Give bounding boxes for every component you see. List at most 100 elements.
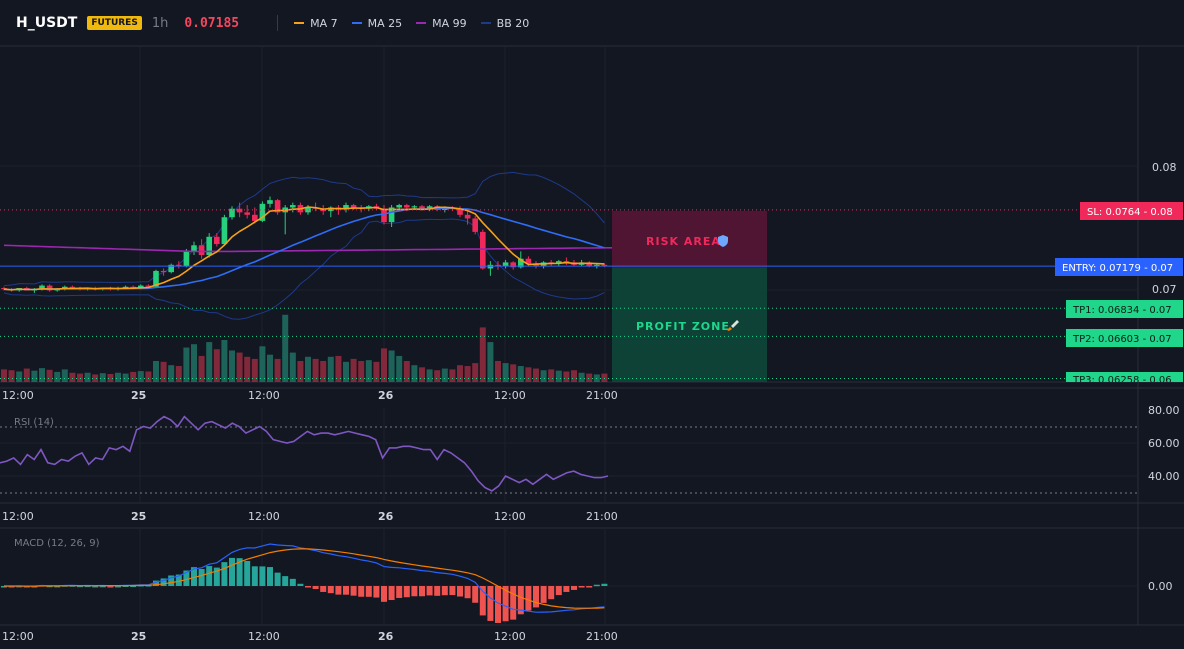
volume-bar: [548, 369, 555, 382]
macd-hist-bar: [198, 569, 205, 586]
time-label: 21:00: [586, 510, 618, 523]
legend-ma7[interactable]: MA 7: [294, 17, 338, 30]
candle-body: [518, 258, 524, 268]
volume-bar: [457, 365, 463, 382]
timeframe-label[interactable]: 1h: [151, 15, 169, 31]
candle-body: [419, 206, 425, 209]
shield-icon: [718, 235, 728, 247]
volume-bars: [1, 314, 608, 382]
macd-hist-bar: [510, 586, 517, 620]
macd-hist-bar: [54, 585, 61, 588]
volume-bar: [449, 369, 456, 382]
volume-bar: [175, 366, 182, 382]
macd-hist-bar: [206, 566, 213, 586]
macd-hist-bar: [259, 566, 266, 586]
time-axis-rsi: 12:00 25 12:00 26 12:00 21:00: [2, 510, 618, 523]
sl-tag[interactable]: SL: 0.0764 - 0.08: [1080, 202, 1183, 220]
macd-hist-bar: [335, 586, 342, 595]
macd-hist-bar: [517, 586, 524, 615]
volume-bar: [107, 374, 114, 382]
macd-hist-bar: [175, 574, 182, 586]
legend-ma99[interactable]: MA 99: [416, 17, 467, 30]
volume-bar: [69, 372, 76, 382]
volume-bar: [495, 361, 501, 382]
legend-ma25[interactable]: MA 25: [351, 17, 402, 30]
candle-body: [495, 264, 501, 267]
volume-bar: [267, 354, 273, 382]
time-label: 12:00: [248, 389, 280, 402]
volume-bar: [327, 356, 334, 382]
volume-bar: [555, 370, 562, 382]
candle-body: [69, 286, 76, 288]
chart-header: H_USDT FUTURES 1h 0.07185 MA 7 MA 25 MA …: [0, 0, 1184, 46]
rsi-title: RSI (14): [14, 417, 54, 428]
tp2-tag[interactable]: TP2: 0.06603 - 0.07: [1066, 329, 1183, 347]
candle-body: [426, 206, 433, 209]
macd-hist-bar: [479, 586, 486, 616]
macd-hist-bar: [358, 586, 365, 597]
sl-tag-text: SL: 0.0764 - 0.08: [1087, 207, 1173, 218]
candle-body: [176, 264, 182, 267]
trade-levels: [0, 209, 1138, 380]
rsi-axis-label: 60.00: [1148, 437, 1180, 450]
tp3-tag[interactable]: TP3: 0.06258 - 0.06: [1066, 372, 1183, 386]
macd-hist-bar: [244, 560, 251, 586]
volume-bar: [99, 373, 106, 382]
candle-body: [191, 245, 197, 252]
candle-body: [480, 231, 486, 269]
volume-bar: [213, 349, 220, 382]
volume-bar: [540, 370, 547, 382]
time-label: 25: [131, 630, 146, 643]
tp3-tag-text: TP3: 0.06258 - 0.06: [1072, 375, 1172, 386]
macd-hist-bar: [365, 586, 372, 597]
volume-bar: [145, 371, 152, 382]
volume-bar: [426, 369, 433, 382]
legend-bb20[interactable]: BB 20: [480, 17, 529, 30]
moving-averages: [3, 206, 612, 291]
macd-hist-bar: [130, 585, 137, 588]
volume-bar: [16, 371, 23, 382]
macd-hist-bar: [160, 578, 167, 586]
volume-bar: [31, 370, 38, 382]
macd-hist-bar: [472, 586, 479, 603]
tp1-tag[interactable]: TP1: 0.06834 - 0.07: [1066, 300, 1183, 318]
symbol-label[interactable]: H_USDT: [16, 15, 78, 31]
volume-bar: [168, 365, 175, 382]
volume-bar: [92, 374, 99, 382]
candle-body: [404, 205, 410, 208]
macd-hist-bar: [305, 586, 311, 588]
legend-swatch: [351, 22, 362, 24]
volume-bar: [282, 314, 289, 382]
time-label: 26: [378, 389, 394, 402]
macd-hist-bar: [16, 585, 23, 588]
candlesticks: [1, 196, 608, 293]
macd-hist-bar: [213, 567, 220, 586]
volume-bar: [244, 356, 251, 382]
candle-body: [502, 262, 509, 267]
macd-hist-bar: [251, 566, 258, 586]
volume-bar: [510, 364, 517, 382]
volume-bar: [517, 366, 524, 382]
time-label: 12:00: [2, 630, 34, 643]
candle-body: [267, 200, 273, 204]
candle-body: [510, 262, 516, 268]
candle-body: [350, 205, 357, 208]
volume-bar: [320, 361, 327, 382]
volume-bar: [365, 360, 372, 382]
volume-bar: [464, 366, 471, 382]
legend-label: MA 7: [310, 16, 338, 30]
volume-bar: [381, 348, 387, 382]
candle-body: [214, 236, 220, 245]
tp1-tag-text: TP1: 0.06834 - 0.07: [1072, 305, 1172, 316]
volume-bar: [84, 372, 91, 382]
entry-tag[interactable]: ENTRY: 0.07179 - 0.07: [1055, 258, 1183, 276]
volume-bar: [1, 369, 7, 382]
bb-lower: [3, 218, 605, 320]
time-label: 25: [131, 510, 146, 523]
entry-tag-text: ENTRY: 0.07179 - 0.07: [1062, 263, 1173, 274]
price-label-0.07: 0.07: [1152, 283, 1177, 296]
volume-bar: [533, 368, 539, 382]
volume-bar: [441, 368, 448, 382]
volume-bar: [183, 347, 190, 382]
